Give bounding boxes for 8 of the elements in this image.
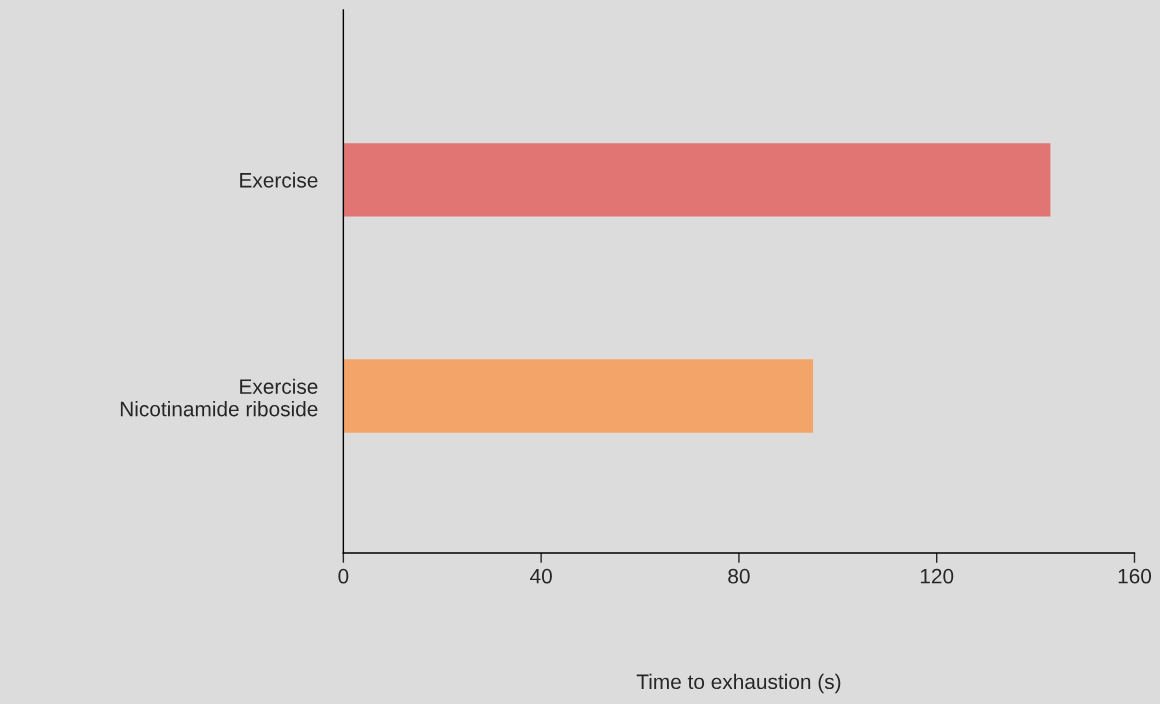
y-tick-label: Exercise	[240, 172, 318, 188]
x-tick-label: 120	[920, 568, 954, 584]
x-tick-label: 160	[1118, 568, 1152, 584]
x-tick-label: 40	[530, 568, 552, 584]
y-tick-label: Exercise Nicotinamide riboside	[120, 378, 318, 417]
x-axis-title: Time to exhaustion (s)	[636, 673, 841, 694]
x-tick-label: 80	[728, 568, 750, 584]
x-tick-label: 0	[338, 568, 349, 584]
